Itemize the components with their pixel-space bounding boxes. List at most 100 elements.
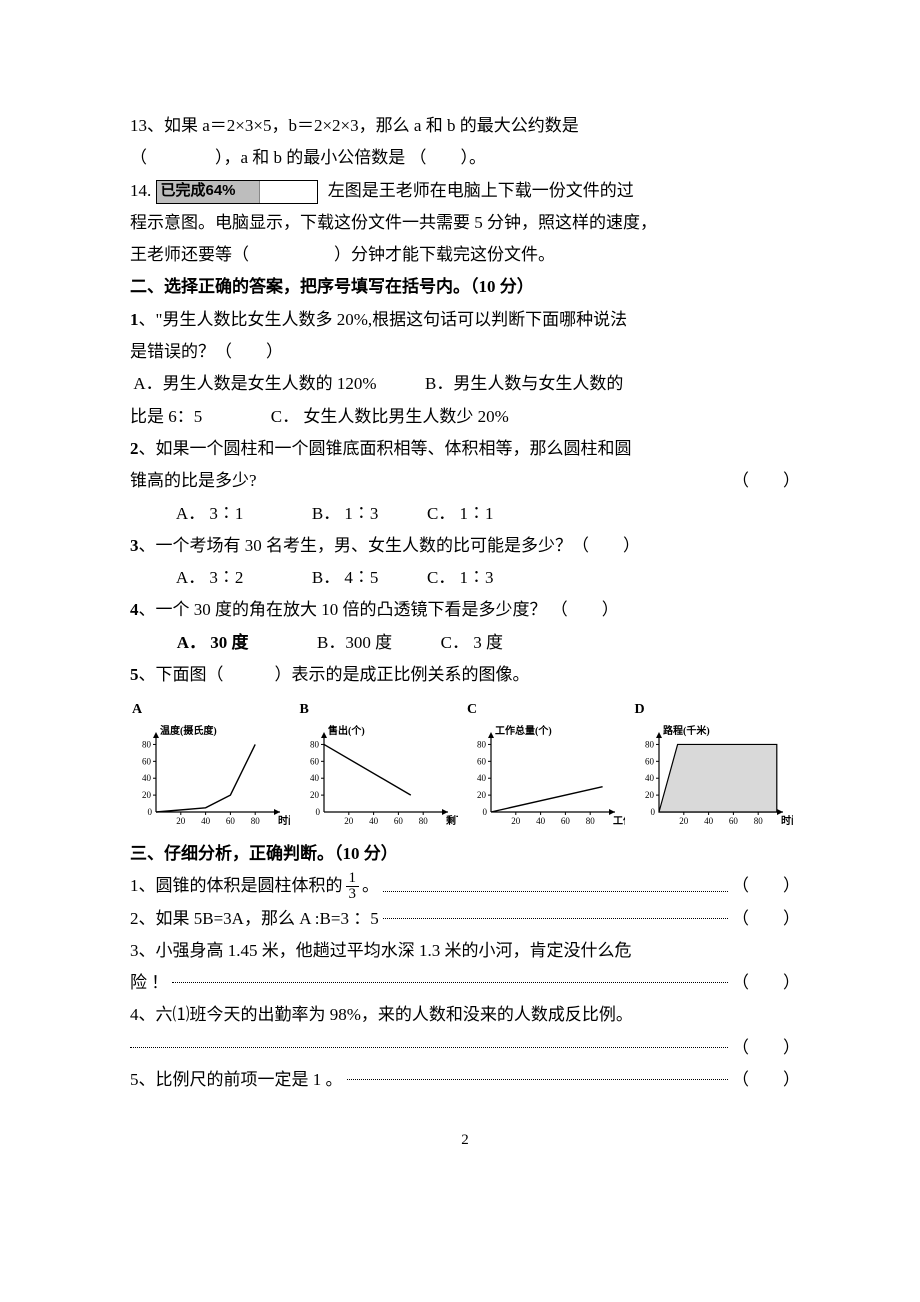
svg-text:40: 40 — [201, 816, 211, 826]
svg-text:20: 20 — [310, 790, 320, 800]
svg-text:80: 80 — [586, 816, 596, 826]
dot-leader — [172, 967, 728, 983]
s2q2-optA: A． 3∶1 — [176, 504, 244, 523]
s2q2-bl: 锥高的比是多少? — [130, 465, 257, 497]
chart-letter: C — [467, 697, 477, 724]
svg-text:温度(摄氏度): 温度(摄氏度) — [160, 724, 217, 737]
s2q1-ta: 、"男生人数比女生人数多 20%,根据这句话可以判断下面哪种说法 — [139, 310, 628, 329]
chart-D: D02040608020406080路程(千米)时间(时) — [633, 697, 801, 834]
s2q2-stem-b: 锥高的比是多少? （ ） — [130, 465, 800, 497]
s2q3-opts: A． 3∶2 B． 4∶5 C． 1∶3 — [130, 562, 800, 594]
s3q2: 2、如果 5B=3A，那么 A :B=3 ：5 （ ） — [130, 903, 800, 935]
svg-text:80: 80 — [251, 816, 261, 826]
s2q1-opts-2: 比是 6：5 C． 女生人数比男生人数少 20% — [130, 401, 800, 433]
s3q1: 1、圆锥的体积是圆柱体积的 1 3 。 （ ） — [130, 870, 800, 902]
s3q1-paren: （ ） — [732, 870, 800, 902]
s3q1-b: 。 — [362, 870, 379, 902]
q14-lead: 14. — [130, 181, 151, 200]
s2q4-optA: A． 30 度 — [177, 633, 249, 652]
chart-B: B02040608020406080售出(个)剩下(个) — [298, 697, 466, 834]
svg-text:40: 40 — [536, 816, 546, 826]
svg-text:工作总量(个): 工作总量(个) — [495, 724, 552, 737]
svg-text:40: 40 — [369, 816, 379, 826]
page-number: 2 — [130, 1126, 800, 1155]
s2q1-optA: A．男生人数是女生人数的 120% — [133, 374, 376, 393]
svg-text:80: 80 — [645, 739, 655, 749]
svg-text:20: 20 — [176, 816, 186, 826]
dot-leader — [347, 1064, 729, 1080]
s3q3-b: 险 ！ （ ） — [130, 967, 800, 999]
s2q5-num: 5 — [130, 665, 139, 684]
svg-text:0: 0 — [148, 807, 153, 817]
svg-text:60: 60 — [477, 756, 487, 766]
s2q1-stem-b: 是错误的？（ ） — [130, 336, 800, 368]
s3q4-b: （ ） — [130, 1032, 800, 1064]
svg-text:20: 20 — [645, 790, 655, 800]
svg-text:60: 60 — [728, 816, 738, 826]
svg-text:时间(分): 时间(分) — [278, 814, 290, 827]
svg-text:20: 20 — [344, 816, 354, 826]
s2q2-br: （ ） — [732, 465, 800, 497]
chart-letter: D — [635, 697, 645, 724]
s2q2-opts: A． 3∶1 B． 1∶3 C． 1∶1 — [130, 498, 800, 530]
chart-letter: B — [300, 697, 309, 724]
s2q4-optB: B．300 度 — [317, 633, 392, 652]
chart-A: A02040608020406080温度(摄氏度)时间(分) — [130, 697, 298, 834]
s3q4-a: 4、六⑴班今天的出勤率为 98%，来的人数和没来的人数成反比例。 — [130, 999, 800, 1031]
s2q5-stem: 5、下面图（ ）表示的是成正比例关系的图像。 — [130, 659, 800, 691]
s2q3-num: 3 — [130, 536, 139, 555]
dot-leader — [383, 877, 728, 892]
s2q2-optC: C． 1∶1 — [427, 504, 494, 523]
s2q2-num: 2 — [130, 439, 139, 458]
s2q4-optC: C． 3 度 — [441, 633, 503, 652]
svg-text:80: 80 — [310, 739, 320, 749]
svg-text:0: 0 — [483, 807, 488, 817]
svg-text:0: 0 — [650, 807, 655, 817]
dot-leader — [130, 1032, 728, 1048]
s2q1-optC: C． 女生人数比男生人数少 20% — [271, 407, 509, 426]
svg-text:40: 40 — [310, 773, 320, 783]
charts-row: A02040608020406080温度(摄氏度)时间(分)B020406080… — [130, 697, 800, 834]
s3q2-text: 2、如果 5B=3A，那么 A :B=3 ：5 — [130, 903, 379, 935]
svg-text:20: 20 — [679, 816, 689, 826]
q13-line1: 13、如果 a＝2×3×5，b＝2×2×3，那么 a 和 b 的最大公约数是 — [130, 110, 800, 142]
s2q1-stem-a: 1、"男生人数比女生人数多 20%,根据这句话可以判断下面哪种说法 — [130, 304, 800, 336]
s3q2-paren: （ ） — [732, 903, 800, 935]
dot-leader — [383, 903, 728, 919]
section3-title: 三、仔细分析，正确判断。（10 分） — [130, 838, 800, 870]
svg-text:20: 20 — [477, 790, 487, 800]
q14-text-a: 左图是王老师在电脑上下载一份文件的过 — [328, 181, 634, 200]
s2q2-ta: 、如果一个圆柱和一个圆锥底面积相等、体积相等，那么圆柱和圆 — [139, 439, 632, 458]
q14-line3: 王老师还要等（ ）分钟才能下载完这份文件。 — [130, 239, 800, 271]
progress-label: 已完成64% — [161, 181, 236, 203]
s3q3-a: 3、小强身高 1.45 米，他趟过平均水深 1.3 米的小河，肯定没什么危 — [130, 935, 800, 967]
s2q4-ta: 、一个 30 度的角在放大 10 倍的凸透镜下看是多少度？ （ ） — [139, 600, 619, 619]
s2q3-optC: C． 1∶3 — [427, 568, 494, 587]
svg-text:剩下(个): 剩下(个) — [446, 814, 458, 827]
s2q1-num: 1 — [130, 310, 139, 329]
svg-text:0: 0 — [315, 807, 320, 817]
svg-text:80: 80 — [142, 739, 152, 749]
progress-bar: 已完成64% — [156, 180, 318, 204]
s2q5-ta: 、下面图（ ）表示的是成正比例关系的图像。 — [139, 665, 530, 684]
s3q1-a: 1、圆锥的体积是圆柱体积的 — [130, 870, 343, 902]
s3q3-bt: 险 ！ — [130, 967, 168, 999]
svg-text:60: 60 — [645, 756, 655, 766]
svg-text:40: 40 — [704, 816, 714, 826]
svg-text:20: 20 — [142, 790, 152, 800]
s3q5-text: 5、比例尺的前项一定是 1 。 — [130, 1064, 343, 1096]
s2q3-optA: A． 3∶2 — [176, 568, 244, 587]
svg-text:60: 60 — [393, 816, 403, 826]
svg-text:80: 80 — [418, 816, 428, 826]
s2q4-stem: 4、一个 30 度的角在放大 10 倍的凸透镜下看是多少度？ （ ） — [130, 594, 800, 626]
s2q2-stem-a: 2、如果一个圆柱和一个圆锥底面积相等、体积相等，那么圆柱和圆 — [130, 433, 800, 465]
s2q1-opts-1: A．男生人数是女生人数的 120% B．男生人数与女生人数的 — [130, 368, 800, 400]
s2q1-optB2: 比是 6：5 — [130, 407, 202, 426]
svg-text:40: 40 — [645, 773, 655, 783]
s2q3-stem: 3、一个考场有 30 名考生，男、女生人数的比可能是多少？（ ） — [130, 530, 800, 562]
q14-line2: 程示意图。电脑显示，下载这份文件一共需要 5 分钟，照这样的速度， — [130, 207, 800, 239]
s2q3-optB: B． 4∶5 — [312, 568, 379, 587]
svg-text:60: 60 — [142, 756, 152, 766]
s2q4-opts: A． 30 度 B．300 度 C． 3 度 — [130, 627, 800, 659]
svg-text:工作人数(个): 工作人数(个) — [613, 814, 625, 827]
